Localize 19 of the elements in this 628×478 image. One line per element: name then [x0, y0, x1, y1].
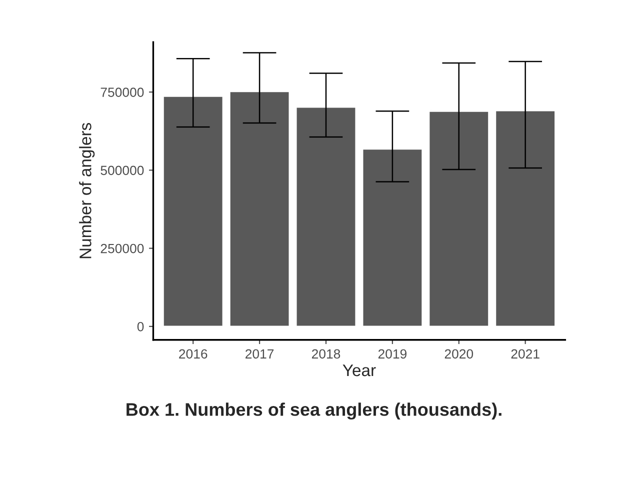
- x-tick-label: 2018: [312, 349, 340, 359]
- y-tick-label: 0: [137, 322, 144, 332]
- y-axis-title: Number of anglers: [79, 123, 95, 258]
- bar: [228, 90, 290, 328]
- x-tick-label: 2020: [444, 349, 474, 359]
- bar: [428, 110, 490, 328]
- bar: [162, 95, 224, 328]
- y-tick-label: 500000: [100, 166, 144, 176]
- y-tick-label: 250000: [100, 244, 144, 254]
- bar: [362, 148, 424, 328]
- text: Box 1. Numbers of sea anglers (thousands).: [126, 402, 502, 420]
- x-tick-label: 2019: [378, 349, 406, 359]
- bar: [295, 106, 357, 328]
- bar: [494, 110, 556, 328]
- x-tick-label: 2021: [511, 349, 540, 359]
- y-tick-label: 750000: [100, 88, 144, 97]
- x-axis-title: Year: [342, 364, 376, 376]
- x-tick-label: 2017: [246, 349, 274, 359]
- x-tick-label: 2016: [179, 349, 208, 359]
